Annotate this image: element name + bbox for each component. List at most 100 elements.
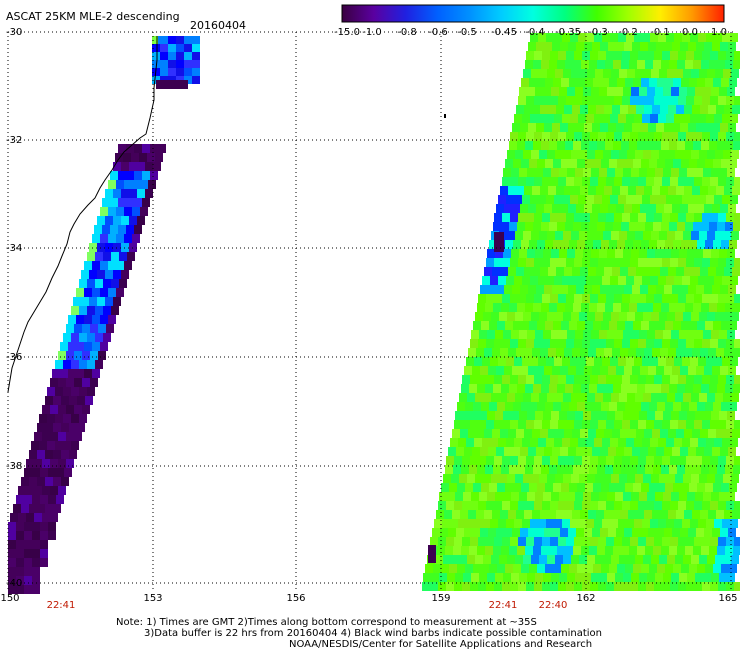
swath-cell bbox=[176, 52, 184, 60]
swath-cell bbox=[512, 204, 520, 213]
swath-cell bbox=[615, 249, 623, 258]
swath-cell bbox=[689, 483, 697, 492]
swath-cell bbox=[633, 78, 641, 87]
swath-cell bbox=[626, 276, 634, 285]
swath-cell bbox=[632, 42, 640, 51]
swath-cell bbox=[678, 375, 686, 384]
swath-cell bbox=[568, 447, 576, 456]
swath-cell bbox=[726, 537, 734, 546]
swath-cell bbox=[462, 501, 470, 510]
swath-cell bbox=[676, 348, 684, 357]
swath-cell bbox=[701, 546, 709, 555]
swath-cell bbox=[537, 564, 545, 573]
swath-cell bbox=[555, 555, 563, 564]
swath-cell bbox=[632, 366, 640, 375]
swath-cell bbox=[496, 285, 504, 294]
swath-cell bbox=[576, 123, 584, 132]
swath-cell bbox=[596, 510, 604, 519]
swath-cell bbox=[24, 522, 32, 531]
swath-cell bbox=[8, 531, 16, 540]
swath-cell bbox=[571, 150, 579, 159]
swath-cell bbox=[665, 78, 673, 87]
swath-cell bbox=[622, 258, 630, 267]
swath-cell bbox=[555, 69, 563, 78]
swath-cell bbox=[563, 393, 571, 402]
swath-cell bbox=[594, 438, 602, 447]
swath-cell bbox=[673, 159, 681, 168]
swath-cell bbox=[719, 330, 727, 339]
swath-cell bbox=[656, 366, 664, 375]
swath-cell bbox=[590, 96, 598, 105]
swath-cell bbox=[442, 519, 450, 528]
swath-cell bbox=[516, 510, 524, 519]
swath-cell bbox=[551, 492, 559, 501]
swath-cell bbox=[660, 510, 668, 519]
swath-cell bbox=[577, 240, 585, 249]
swath-cell bbox=[529, 240, 537, 249]
swath-cell bbox=[29, 450, 37, 459]
swath-cell bbox=[693, 141, 701, 150]
swath-cell bbox=[711, 249, 719, 258]
swath-cell bbox=[633, 402, 641, 411]
swath-cell bbox=[546, 195, 554, 204]
swath-cell bbox=[653, 546, 661, 555]
swath-cell bbox=[559, 330, 567, 339]
swath-cell bbox=[662, 537, 670, 546]
swath-cell bbox=[529, 159, 537, 168]
swath-cell bbox=[552, 366, 560, 375]
swath-cell bbox=[450, 519, 458, 528]
swath-cell bbox=[616, 528, 624, 537]
swath-cell bbox=[634, 33, 642, 42]
swath-cell bbox=[566, 501, 574, 510]
swath-cell bbox=[665, 159, 673, 168]
swath-cell bbox=[89, 270, 97, 279]
swath-cell bbox=[612, 105, 620, 114]
swath-cell bbox=[494, 501, 502, 510]
swath-cell bbox=[734, 501, 740, 510]
swath-cell bbox=[577, 564, 585, 573]
swath-cell bbox=[690, 114, 698, 123]
swath-cell bbox=[574, 213, 582, 222]
swath-cell bbox=[150, 144, 158, 153]
swath-cell bbox=[624, 42, 632, 51]
swath-cell bbox=[598, 258, 606, 267]
swath-cell bbox=[671, 492, 679, 501]
swath-cell bbox=[505, 483, 513, 492]
swath-cell bbox=[670, 456, 678, 465]
swath-cell bbox=[148, 180, 156, 189]
swath-cell bbox=[731, 150, 739, 159]
swath-cell bbox=[115, 153, 123, 162]
swath-cell bbox=[590, 375, 598, 384]
swath-cell bbox=[140, 180, 148, 189]
swath-cell bbox=[663, 249, 671, 258]
swath-cell bbox=[554, 33, 562, 42]
swath-cell bbox=[566, 375, 574, 384]
swath-cell bbox=[718, 582, 726, 591]
swath-cell bbox=[455, 573, 463, 582]
swath-cell bbox=[152, 52, 160, 60]
swath-cell bbox=[637, 465, 645, 474]
swath-cell bbox=[16, 531, 24, 540]
swath-cell bbox=[661, 465, 669, 474]
swath-cell bbox=[604, 510, 612, 519]
swath-cell bbox=[453, 465, 461, 474]
swath-cell bbox=[504, 285, 512, 294]
swath-cell bbox=[706, 357, 714, 366]
swath-cell bbox=[502, 420, 510, 429]
swath-cell bbox=[595, 555, 603, 564]
swath-cell bbox=[68, 369, 76, 378]
swath-cell bbox=[506, 276, 514, 285]
swath-cell bbox=[458, 519, 466, 528]
swath-cell bbox=[570, 114, 578, 123]
swath-cell bbox=[675, 474, 683, 483]
swath-cell bbox=[683, 474, 691, 483]
swath-cell bbox=[37, 477, 45, 486]
swath-cell bbox=[640, 447, 648, 456]
swath-cell bbox=[591, 87, 599, 96]
swath-cell bbox=[489, 564, 497, 573]
swath-cell bbox=[707, 69, 715, 78]
swath-cell bbox=[509, 141, 517, 150]
swath-cell bbox=[541, 546, 549, 555]
swath-cell bbox=[698, 519, 706, 528]
swath-cell bbox=[730, 438, 738, 447]
